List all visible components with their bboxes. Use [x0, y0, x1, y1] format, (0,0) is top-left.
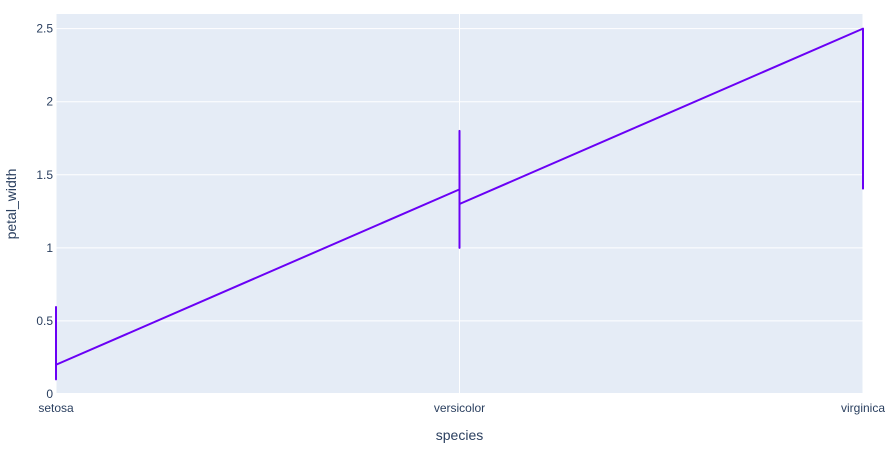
- y-tick-label: 2: [46, 95, 53, 109]
- y-axis-title: petal_width: [3, 169, 19, 240]
- y-tick-label: 0: [46, 387, 53, 401]
- y-tick-label: 0.5: [36, 314, 53, 328]
- y-tick-label: 1.5: [36, 168, 53, 182]
- y-tick-labels: 0 0.5 1 1.5 2 2.5: [36, 22, 53, 401]
- x-tick-labels: setosa versicolor virginica: [38, 401, 885, 415]
- y-tick-label: 2.5: [36, 22, 53, 36]
- y-tick-label: 1: [46, 241, 53, 255]
- series-lines: [55, 27, 864, 381]
- series-line-0: [55, 27, 864, 381]
- x-axis-title: species: [436, 427, 483, 443]
- x-tick-label-versicolor: versicolor: [434, 401, 485, 415]
- x-tick-label-virginica: virginica: [841, 401, 885, 415]
- x-tick-label-setosa: setosa: [38, 401, 74, 415]
